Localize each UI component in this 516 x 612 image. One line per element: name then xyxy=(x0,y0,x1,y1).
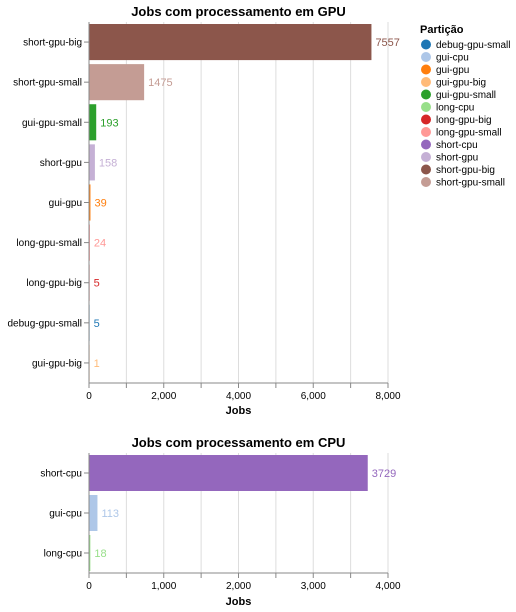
gpu-value-label-debug-gpu-small: 5 xyxy=(94,318,100,330)
gpu-y-axis: short-gpu-big short-gpu-small gui-gpu-smal… xyxy=(8,22,90,383)
legend-label-long-cpu: long-cpu xyxy=(436,103,474,114)
cpu-bars xyxy=(89,455,368,571)
cpu-jobs-chart: Jobs com processamento em CPU 372911318 … xyxy=(40,435,401,608)
gpu-value-labels: 7557 1475 193 158 39 24 5 5 1 xyxy=(94,37,400,370)
gpu-y-tick-label-short-gpu-big: short-gpu-big xyxy=(23,38,82,49)
gpu-chart-title: Jobs com processamento em GPU xyxy=(131,4,346,19)
gpu-y-tick-label-gui-gpu: gui-gpu xyxy=(49,198,82,209)
gpu-jobs-chart: Jobs com processamento em GPU 7557 1475 19… xyxy=(8,4,401,417)
legend-swatch-gui-gpu xyxy=(421,64,431,75)
legend-swatch-short-gpu-small xyxy=(421,177,431,187)
gpu-y-tick-label-gui-gpu-small: gui-gpu-small xyxy=(22,118,82,129)
gpu-bar-short-gpu-big xyxy=(89,24,372,61)
gpu-y-tick-label-gui-gpu-big: gui-gpu-big xyxy=(32,358,82,369)
legend-title: Partição xyxy=(420,24,464,36)
legend-label-debug-gpu-small: debug-gpu-small xyxy=(436,40,511,51)
gpu-x-axis: 0 2,000 4,000 6,000 8,000 xyxy=(86,382,401,402)
cpu-y-axis: short-cpu gui-cpu long-cpu xyxy=(40,453,90,573)
gpu-y-tick-label-long-gpu-small: long-gpu-small xyxy=(16,238,82,249)
cpu-x-axis: 0 1,000 2,000 3,000 4,000 xyxy=(86,572,401,592)
gpu-value-label-short-gpu-big: 7557 xyxy=(375,37,399,49)
cpu-value-labels: 3729 113 18 xyxy=(94,468,396,560)
legend-label-long-gpu-small: long-gpu-small xyxy=(436,128,502,139)
legend-swatch-long-cpu xyxy=(421,102,431,112)
legend-label-gui-gpu-small: gui-gpu-small xyxy=(436,90,496,101)
legend-swatch-long-gpu-big xyxy=(421,114,431,125)
legend-label-long-gpu-big: long-gpu-big xyxy=(436,115,492,126)
legend-swatch-gui-gpu-small xyxy=(421,89,431,100)
gpu-value-label-gui-gpu-big: 1 xyxy=(94,358,100,370)
legend-swatch-gui-gpu-big xyxy=(421,77,431,87)
gpu-y-tick-label-long-gpu-big: long-gpu-big xyxy=(26,278,82,289)
legend-swatch-short-gpu-big xyxy=(421,164,431,175)
gpu-y-tick-label-short-gpu-small: short-gpu-small xyxy=(13,78,82,89)
cpu-x-tick-label: 0 xyxy=(86,581,92,592)
gpu-value-label-short-gpu: 158 xyxy=(99,157,117,169)
legend-swatch-gui-cpu xyxy=(421,52,431,62)
legend-swatch-short-gpu xyxy=(421,152,431,162)
cpu-y-tick-label-short-cpu: short-cpu xyxy=(40,469,82,480)
cpu-value-label-long-cpu: 18 xyxy=(94,548,106,560)
gpu-value-label-gui-gpu-small: 193 xyxy=(100,117,118,129)
cpu-x-axis-title: Jobs xyxy=(226,596,252,608)
gpu-value-label-short-gpu-small: 1475 xyxy=(148,77,172,89)
legend-label-gui-gpu-big: gui-gpu-big xyxy=(436,78,486,89)
legend-label-gui-cpu: gui-cpu xyxy=(436,53,469,64)
gpu-bars xyxy=(89,24,372,381)
gpu-y-tick-label-short-gpu: short-gpu xyxy=(40,158,82,169)
cpu-x-tick-label: 2,000 xyxy=(226,581,251,592)
cpu-y-tick-label-long-cpu: long-cpu xyxy=(44,549,82,560)
gpu-value-label-long-gpu-small: 24 xyxy=(94,238,106,250)
cpu-bar-gui-cpu xyxy=(89,495,98,531)
gpu-bar-short-gpu-small xyxy=(89,64,145,101)
gpu-y-tick-label-debug-gpu-small: debug-gpu-small xyxy=(8,318,83,329)
gpu-x-tick-label: 2,000 xyxy=(151,391,176,402)
legend-swatch-debug-gpu-small xyxy=(421,39,431,50)
gpu-x-axis-title: Jobs xyxy=(226,405,252,417)
cpu-bar-short-cpu xyxy=(89,455,368,491)
legend-label-short-gpu-big: short-gpu-big xyxy=(436,165,495,176)
gpu-bar-short-gpu xyxy=(89,144,95,181)
legend-label-short-cpu: short-cpu xyxy=(436,140,478,151)
gpu-x-tick-label: 8,000 xyxy=(375,391,400,402)
gpu-bar-gui-gpu xyxy=(89,184,91,221)
legend-label-short-gpu: short-gpu xyxy=(436,153,478,164)
cpu-bar-long-cpu xyxy=(89,535,91,571)
legend-label-gui-gpu: gui-gpu xyxy=(436,65,469,76)
cpu-chart-title: Jobs com processamento em CPU xyxy=(132,435,346,450)
cpu-y-tick-label-gui-cpu: gui-cpu xyxy=(49,509,82,520)
cpu-value-label-short-cpu: 3729 xyxy=(372,468,396,480)
gpu-x-tick-label: 0 xyxy=(86,391,92,402)
gpu-x-tick-label: 4,000 xyxy=(226,391,251,402)
gpu-bar-gui-gpu-small xyxy=(89,104,97,141)
legend-label-short-gpu-small: short-gpu-small xyxy=(436,178,505,189)
cpu-value-label-gui-cpu: 113 xyxy=(101,508,119,520)
gpu-value-label-long-gpu-big: 5 xyxy=(94,278,100,290)
legend-swatch-short-cpu xyxy=(421,139,431,150)
cpu-x-tick-label: 4,000 xyxy=(375,581,400,592)
legend-swatch-long-gpu-small xyxy=(421,127,431,137)
cpu-x-tick-label: 3,000 xyxy=(301,581,326,592)
gpu-value-label-gui-gpu: 39 xyxy=(94,198,106,210)
cpu-x-tick-label: 1,000 xyxy=(151,581,176,592)
gpu-x-tick-label: 6,000 xyxy=(301,391,326,402)
